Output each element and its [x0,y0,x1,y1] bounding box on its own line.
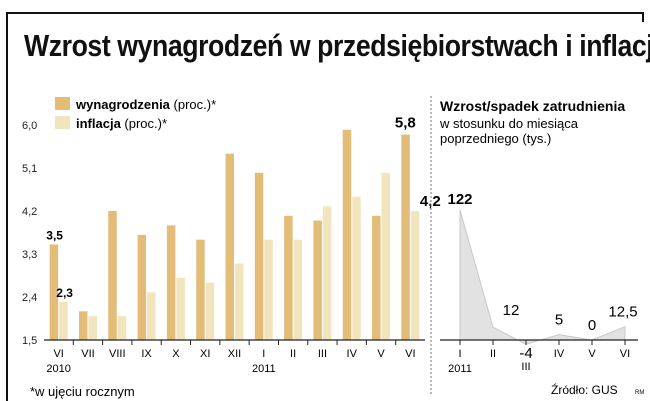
employment-x-tick-label-5: VI [620,348,630,360]
bar-inflation-5 [205,282,215,340]
y-tick-label-0: 1,5 [22,335,37,347]
x-tick-label-2: VIII [109,348,126,360]
x-tick-label-1: VII [81,348,94,360]
x-tick-label-10: IV [347,348,358,360]
data-label-3: 4,2 [420,193,441,210]
employment-x-tick-label-4: V [588,348,596,360]
main-title: Wzrost wynagrodzeń w przedsiębiorstwach … [24,28,650,63]
bar-wages-3 [137,234,147,340]
bar-wages-0 [49,244,59,340]
bar-wages-11 [372,215,381,340]
x-tick-label-5: XI [200,348,210,360]
x-tick-label-11: V [377,348,385,360]
employment-chart: Wzrost/spadek zatrudnienia w stosunku do… [439,98,638,375]
legend: wynagrodzenia (proc.)* inflacja (proc.)* [55,97,216,131]
legend-swatch-inflation [55,116,70,129]
bar-inflation-8 [293,239,303,340]
legend-item-wages: wynagrodzenia (proc.)* [75,97,216,112]
source-note: Źródło: GUS [551,382,618,397]
bar-inflation-4 [176,277,185,340]
data-label-0: 3,5 [46,228,63,242]
bar-inflation-0 [59,301,68,340]
legend-item-inflation: inflacja (proc.)* [76,116,167,131]
bar-marks [49,129,420,340]
x-tick-label-4: X [172,348,180,360]
legend-suffix-wages: (proc.)* [170,97,216,112]
employment-data-label-1: 12 [503,302,520,319]
employment-title: Wzrost/spadek zatrudnienia [440,98,625,114]
bar-inflation-2 [117,316,127,340]
employment-subtitle-line-2: poprzedniego (tys.) [440,131,551,146]
employment-subtitle-line-1: w stosunku do miesiąca [439,116,579,131]
x-tick-label-12: VI [405,348,415,360]
footnote: *w ujęciu rocznym [30,384,135,399]
bar-wages-5 [196,239,205,340]
x-tick-label-0: VI [53,348,63,360]
y-tick-label-5: 6,0 [22,120,37,132]
bar-inflation-6 [235,263,244,340]
bar-wages-7 [254,172,264,340]
bar-wages-4 [166,225,176,340]
bar-inflation-12 [410,211,420,340]
legend-label-wages: wynagrodzenia [75,97,171,112]
y-tick-label-3: 4,2 [22,206,37,218]
y-tick-label-4: 5,1 [22,163,37,175]
x-tick-label-8: II [290,348,296,360]
bar-wages-8 [284,215,293,340]
bar-chart: 1,52,43,34,25,16,0 VI VII VIII IX X XI XII I II I… [22,97,441,375]
x-tick-label-7: I [262,348,265,360]
bar-wages-9 [313,220,322,340]
employment-x-tick-label-0: I [458,348,461,360]
bar-inflation-3 [147,292,156,340]
data-label-1: 2,3 [56,286,73,300]
bar-wages-1 [78,311,88,340]
legend-suffix-inflation: (proc.)* [121,116,167,131]
legend-swatch-wages [55,97,70,110]
employment-x-tick-label-3: IV [554,348,565,360]
y-tick-label-2: 3,3 [22,249,37,261]
y-tick-label-1: 2,4 [22,292,37,304]
legend-label-inflation: inflacja [76,116,122,131]
employment-data-label-2: -4 [519,345,532,362]
x-tick-label-3: IX [141,348,152,360]
bar-inflation-10 [352,196,361,340]
employment-x-tick-label-2: III [521,361,530,373]
bar-inflation-9 [322,206,332,340]
y-axis-ticks: 1,5 2,4 3,3 4,2 5,1 6,0 [22,120,37,347]
employment-x-tick-label-1: II [490,348,496,360]
employment-data-label-4: 0 [588,317,596,334]
employment-data-label-0: 122 [447,191,472,208]
x-tick-label-6: XII [228,348,241,360]
frame-rule-top [6,12,644,14]
frame-rule-right [642,12,644,22]
bar-wages-12 [401,134,410,340]
employment-data-labels: 122 12 -4 5 0 12,5 [447,191,637,362]
bar-wages-6 [225,153,234,340]
data-label-2: 5,8 [395,115,416,132]
data-labels: 3,5 2,3 5,8 4,2 [46,115,440,300]
frame-rule-left [6,12,8,401]
x-tick-label-9: III [318,348,327,360]
employment-data-label-5: 12,5 [608,304,637,321]
year-label-0: 2010 [46,363,70,375]
bar-inflation-7 [264,239,273,340]
bar-inflation-1 [88,316,97,340]
signature: RM [635,390,644,396]
employment-area [459,209,626,345]
year-label-1: 2011 [252,363,276,375]
bar-wages-10 [342,129,352,340]
bar-inflation-11 [381,172,391,340]
employment-year-label: 2011 [448,363,472,375]
employment-data-label-3: 5 [555,312,563,329]
bar-wages-2 [108,211,117,340]
